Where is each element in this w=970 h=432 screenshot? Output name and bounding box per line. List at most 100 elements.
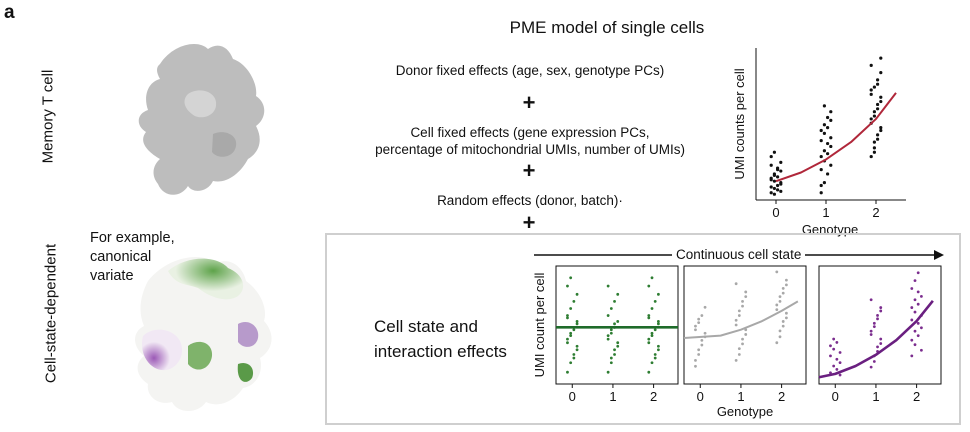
data-point bbox=[776, 168, 780, 172]
data-point bbox=[700, 314, 704, 317]
data-point bbox=[650, 331, 654, 335]
data-point bbox=[832, 337, 836, 341]
data-point bbox=[609, 331, 613, 335]
data-point bbox=[838, 373, 842, 377]
variate-green-patch bbox=[188, 341, 213, 370]
data-point bbox=[826, 141, 830, 146]
data-point bbox=[781, 324, 785, 328]
data-point bbox=[737, 314, 741, 317]
fit-curve bbox=[818, 300, 934, 379]
umap-highlight bbox=[184, 90, 217, 118]
data-point bbox=[869, 92, 873, 96]
data-point bbox=[819, 139, 823, 143]
data-point bbox=[910, 354, 914, 358]
data-point bbox=[829, 144, 833, 149]
data-point bbox=[569, 334, 573, 338]
data-point bbox=[694, 328, 697, 332]
data-point bbox=[779, 189, 783, 193]
random-effects: Random effects (donor, batch)· bbox=[437, 193, 623, 208]
data-point bbox=[879, 99, 883, 104]
data-point bbox=[575, 344, 579, 348]
data-point bbox=[613, 300, 616, 303]
data-point bbox=[575, 322, 579, 326]
data-point bbox=[775, 308, 779, 312]
data-point bbox=[778, 335, 782, 339]
data-point bbox=[703, 331, 707, 335]
data-point bbox=[819, 191, 823, 195]
data-point bbox=[872, 360, 876, 363]
x-tick-label: 2 bbox=[650, 389, 657, 404]
data-point bbox=[910, 287, 914, 290]
cell-fixed-effects: Cell fixed effects (gene expression PCs,… bbox=[330, 124, 730, 158]
data-point bbox=[910, 318, 914, 322]
data-point bbox=[697, 317, 701, 321]
data-point bbox=[653, 356, 657, 360]
data-point bbox=[647, 337, 651, 341]
data-point bbox=[697, 348, 701, 352]
data-point bbox=[694, 364, 697, 368]
x-tick-label: 0 bbox=[569, 389, 576, 404]
data-point bbox=[829, 354, 832, 358]
data-point bbox=[829, 163, 833, 167]
data-point bbox=[916, 321, 920, 325]
data-point bbox=[575, 292, 579, 296]
data-point bbox=[613, 348, 616, 352]
data-point bbox=[876, 107, 880, 111]
data-point bbox=[910, 306, 914, 309]
data-point bbox=[575, 348, 579, 352]
data-point bbox=[826, 152, 830, 156]
data-point bbox=[653, 328, 657, 332]
x-tick-label: 0 bbox=[832, 389, 839, 404]
data-point bbox=[744, 333, 748, 336]
panel-purple: 0 1 2 bbox=[818, 265, 942, 404]
data-point bbox=[650, 276, 654, 280]
data-point bbox=[734, 323, 738, 327]
data-point bbox=[832, 347, 836, 351]
data-point bbox=[779, 182, 783, 186]
data-point bbox=[920, 326, 923, 330]
data-point bbox=[772, 192, 776, 196]
data-point bbox=[869, 154, 873, 159]
data-point bbox=[876, 133, 880, 137]
cell-state-dependent-label: Cell-state-dependent bbox=[42, 243, 60, 384]
data-point bbox=[781, 291, 785, 295]
data-point bbox=[741, 304, 744, 308]
data-point bbox=[876, 137, 880, 141]
data-point bbox=[876, 78, 880, 82]
data-point bbox=[650, 361, 654, 365]
x-tick-label: 2 bbox=[913, 389, 920, 404]
data-point bbox=[772, 173, 776, 177]
x-tick-label: 1 bbox=[822, 205, 829, 220]
donor-effects: Donor fixed effects (age, sex, genotype … bbox=[395, 63, 665, 78]
data-point bbox=[609, 361, 613, 365]
data-point bbox=[916, 290, 920, 294]
data-point bbox=[566, 284, 569, 288]
data-point bbox=[609, 328, 613, 332]
x-tick-label: 0 bbox=[772, 205, 779, 220]
data-point bbox=[606, 314, 610, 317]
data-point bbox=[769, 154, 773, 159]
x-axis-label: Genotype bbox=[717, 404, 773, 419]
data-point bbox=[785, 283, 788, 287]
data-point bbox=[872, 146, 876, 150]
data-point bbox=[769, 178, 773, 182]
data-point bbox=[647, 284, 651, 288]
data-point bbox=[741, 337, 744, 341]
data-point bbox=[869, 88, 873, 92]
plus-3: + bbox=[522, 210, 536, 235]
data-point bbox=[872, 325, 876, 329]
data-point bbox=[694, 324, 697, 328]
data-point bbox=[609, 307, 613, 310]
data-point bbox=[879, 56, 883, 60]
data-point bbox=[657, 320, 660, 323]
data-point bbox=[822, 131, 826, 136]
umap-cluster bbox=[212, 132, 237, 157]
variate-purple-patch bbox=[238, 321, 259, 347]
plot-frame bbox=[818, 265, 942, 385]
data-point bbox=[826, 126, 830, 130]
data-point bbox=[829, 110, 833, 114]
data-point bbox=[879, 342, 883, 345]
example-line1: For example, bbox=[90, 230, 175, 246]
umap-shape bbox=[138, 44, 265, 195]
data-point bbox=[869, 117, 873, 121]
